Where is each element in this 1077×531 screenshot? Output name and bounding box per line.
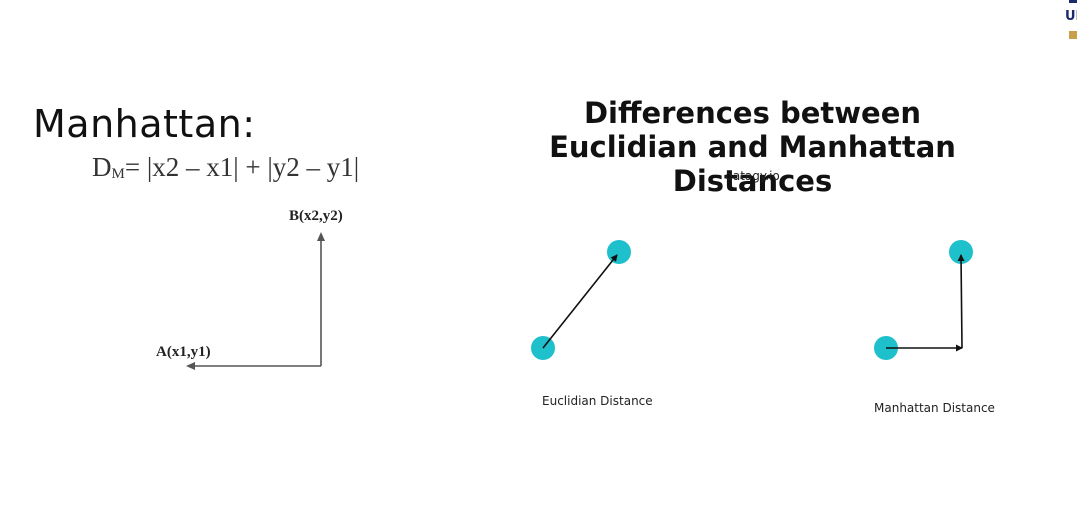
manhattan-panel: Manhattan: DM= |x2 – x1| + |y2 – y1| B(x… [0,0,460,531]
manhattan-heading: Manhattan: [33,102,256,146]
title-line-2: Euclidian and Manhattan Distances [549,130,956,198]
euclidian-caption: Euclidian Distance [542,394,653,408]
logo-text: UI [1065,9,1077,24]
euclidian-arrow [542,254,618,349]
euclidian-end-dot [607,240,631,264]
diagram-title: Differences between Euclidian and Manhat… [470,96,1035,198]
cropped-logo: UI [1063,0,1077,44]
logo-mark-icon [1069,31,1077,39]
point-b-label: B(x2,y2) [289,208,343,224]
formula-subscript: M [111,166,125,182]
logo-bar [1069,0,1077,3]
manhattan-end-dot [949,240,973,264]
manhattan-caption: Manhattan Distance [874,401,995,415]
manhattan-distance-diagram: Manhattan Distance [874,240,995,415]
source-label: datagy.io [725,169,780,183]
formula-rhs: = |x2 – x1| + |y2 – y1| [124,152,360,182]
formula-lhs: D [92,152,112,182]
euclidian-diagram: Euclidian Distance [531,240,653,408]
point-a-label: A(x1,y1) [156,344,211,360]
manhattan-formula: DM= |x2 – x1| + |y2 – y1| [92,152,359,183]
manhattan-diagram: B(x2,y2) A(x1,y1) [156,208,343,370]
manhattan-vertical-arrow [957,254,965,349]
title-line-1: Differences between [583,96,922,130]
